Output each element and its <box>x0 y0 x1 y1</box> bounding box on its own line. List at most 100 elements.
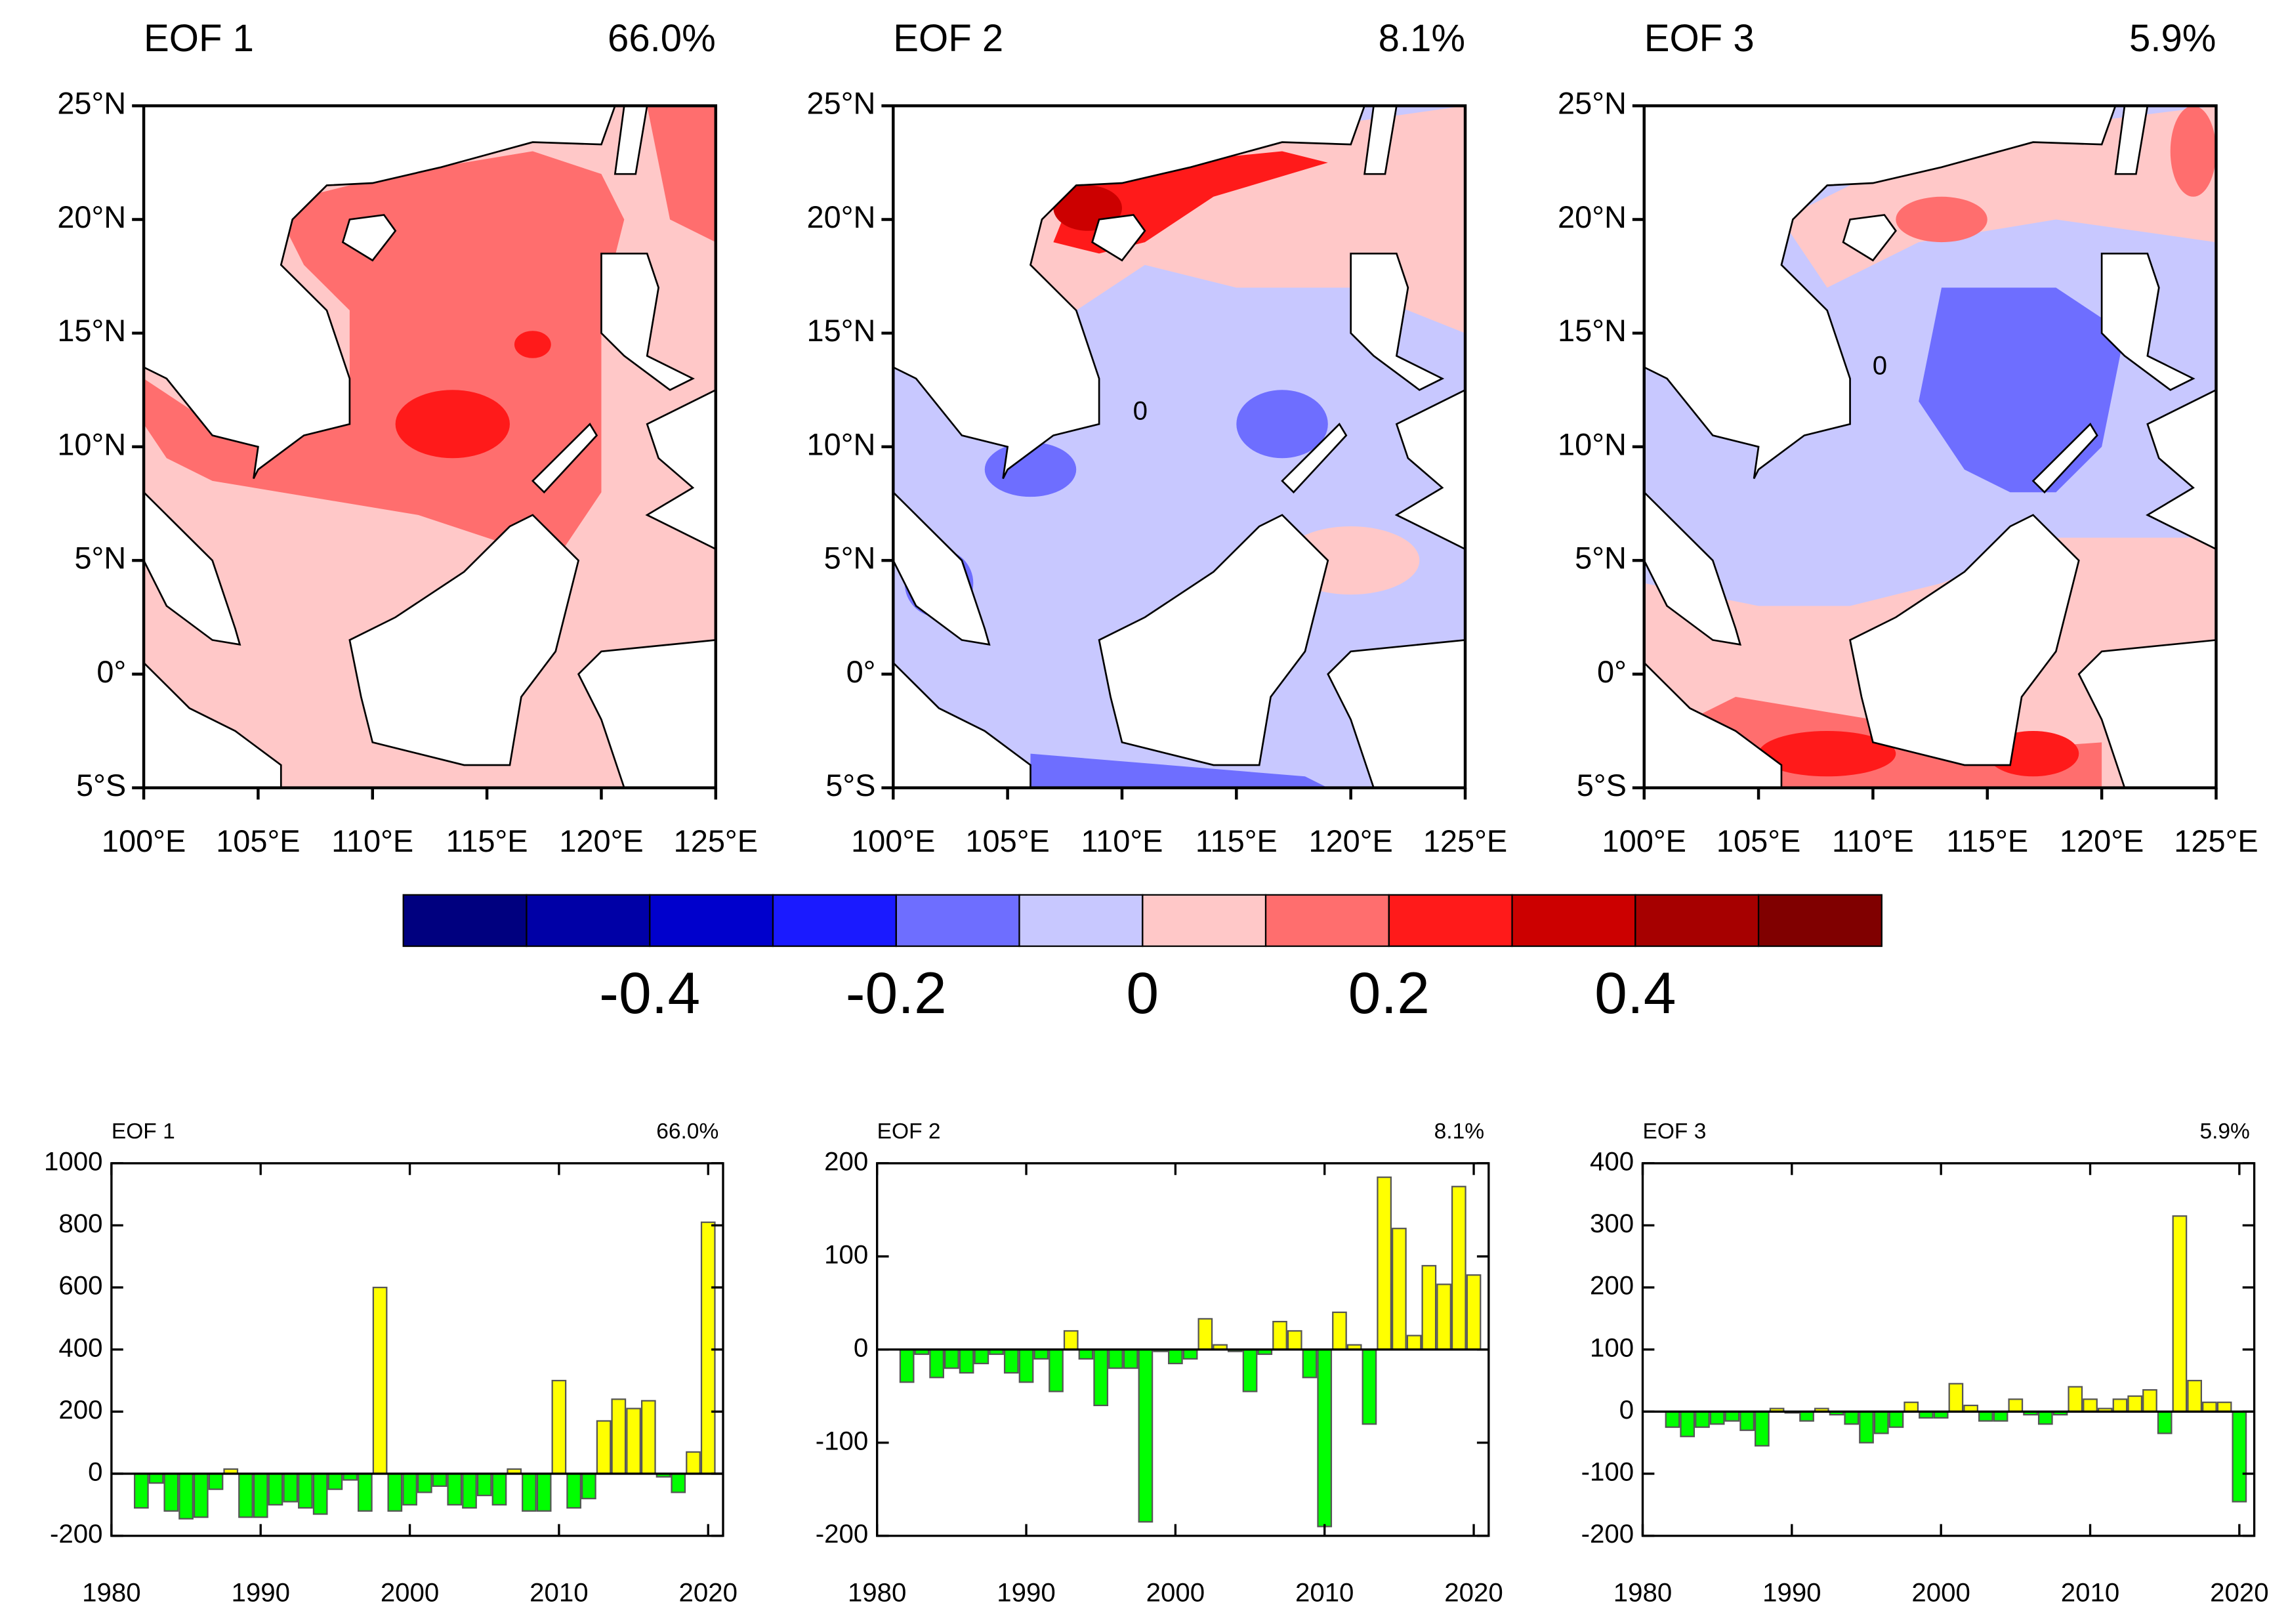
map-title: EOF 1 <box>144 17 254 60</box>
y-tick-label: 25°N <box>1558 87 1627 121</box>
y-tick-label: 400 <box>1590 1146 1634 1176</box>
y-tick-label: 200 <box>58 1395 102 1425</box>
map-title: EOF 2 <box>893 17 1003 60</box>
field-patch <box>1781 106 2216 288</box>
colorbar-label: 0.4 <box>1594 960 1676 1026</box>
land <box>1644 661 1783 788</box>
x-tick-label: 1990 <box>231 1578 289 1608</box>
y-tick-label: 200 <box>1590 1271 1634 1301</box>
bar <box>253 1472 268 1518</box>
land <box>1091 214 1146 262</box>
bar <box>1003 1348 1019 1374</box>
bar <box>1332 1311 1347 1350</box>
bar <box>929 1348 944 1379</box>
bar <box>2127 1395 2143 1413</box>
colorbar-box <box>402 894 528 947</box>
land <box>600 253 695 391</box>
bar <box>208 1472 224 1490</box>
bar <box>1466 1274 1482 1350</box>
bar-title: EOF 3 <box>1642 1119 1706 1144</box>
y-tick-label: 20°N <box>807 200 876 234</box>
y-tick-label: 0 <box>88 1457 102 1487</box>
y-tick-label: 100 <box>824 1239 868 1269</box>
bar <box>1859 1411 1874 1444</box>
bar <box>2232 1411 2247 1503</box>
y-tick-label: 5°S <box>825 768 875 802</box>
y-tick-label: 20°N <box>57 200 126 234</box>
y-tick-label: 15°N <box>807 314 876 348</box>
bar <box>596 1420 612 1475</box>
land <box>645 388 716 551</box>
x-tick-label: 105°E <box>965 824 1049 858</box>
bar <box>522 1472 537 1512</box>
land <box>144 661 282 788</box>
bar <box>148 1472 164 1484</box>
x-tick-label: 125°E <box>1423 824 1507 858</box>
bar <box>1436 1283 1451 1350</box>
land <box>2114 106 2149 175</box>
x-tick-label: 1980 <box>82 1578 140 1608</box>
colorbar-label: 0.2 <box>1348 960 1430 1026</box>
x-tick-label: 120°E <box>559 824 643 858</box>
plot-frame <box>1641 1162 2256 1537</box>
y-tick-label: -200 <box>1581 1519 1634 1549</box>
field-patch <box>1030 753 1328 788</box>
land <box>1363 106 1398 175</box>
land <box>2031 423 2098 494</box>
bar <box>1724 1411 1740 1422</box>
map-field <box>144 106 716 788</box>
x-tick-label: 2000 <box>381 1578 439 1608</box>
y-tick-label: 1000 <box>44 1146 102 1176</box>
y-tick-label: -100 <box>816 1426 869 1455</box>
x-tick-label: 1980 <box>848 1578 906 1608</box>
bar <box>163 1472 179 1512</box>
x-tick-label: 115°E <box>1196 824 1278 858</box>
bar <box>1018 1348 1034 1383</box>
bar <box>1978 1411 1993 1422</box>
bar <box>462 1472 477 1509</box>
colorbar-box <box>649 894 774 947</box>
y-tick-label: -100 <box>1581 1457 1634 1487</box>
map-field <box>893 106 1466 788</box>
map-subtitle: 66.0% <box>608 17 716 60</box>
bar <box>1844 1411 1860 1425</box>
bar <box>1182 1348 1198 1360</box>
x-tick-label: 110°E <box>331 824 413 858</box>
y-tick-label: 0° <box>96 655 126 689</box>
bar <box>1362 1348 1377 1425</box>
bar <box>2157 1411 2173 1434</box>
land <box>341 214 397 262</box>
colorbar-box <box>895 894 1020 947</box>
bar <box>327 1472 343 1490</box>
y-tick-label: -200 <box>50 1519 102 1549</box>
bar <box>1451 1186 1466 1350</box>
land <box>2100 253 2195 391</box>
x-tick-label: 2010 <box>1295 1578 1354 1608</box>
bar <box>133 1472 149 1509</box>
field-patch <box>514 331 551 358</box>
bar <box>447 1472 463 1506</box>
x-tick-label: 100°E <box>851 824 935 858</box>
colorbar-box <box>1757 894 1882 947</box>
y-tick-label: 25°N <box>57 87 126 121</box>
x-tick-label: 2020 <box>679 1578 738 1608</box>
bar <box>611 1398 627 1475</box>
land <box>1281 423 1348 494</box>
bar <box>1695 1411 1710 1428</box>
colorbar-box <box>526 894 651 947</box>
bar <box>626 1407 641 1475</box>
contour-label: 0 <box>1873 350 1887 380</box>
bar <box>2037 1411 2053 1425</box>
colorbar-box <box>1511 894 1636 947</box>
colorbar-box <box>1388 894 1513 947</box>
bar <box>1873 1411 1889 1434</box>
y-tick-label: -200 <box>816 1519 869 1549</box>
y-tick-label: 5°S <box>76 768 126 802</box>
land <box>1644 491 1742 646</box>
bar <box>268 1472 283 1506</box>
map-field <box>1644 106 2216 788</box>
bar-title: EOF 1 <box>112 1119 175 1144</box>
land <box>531 423 598 494</box>
bar <box>402 1472 417 1506</box>
